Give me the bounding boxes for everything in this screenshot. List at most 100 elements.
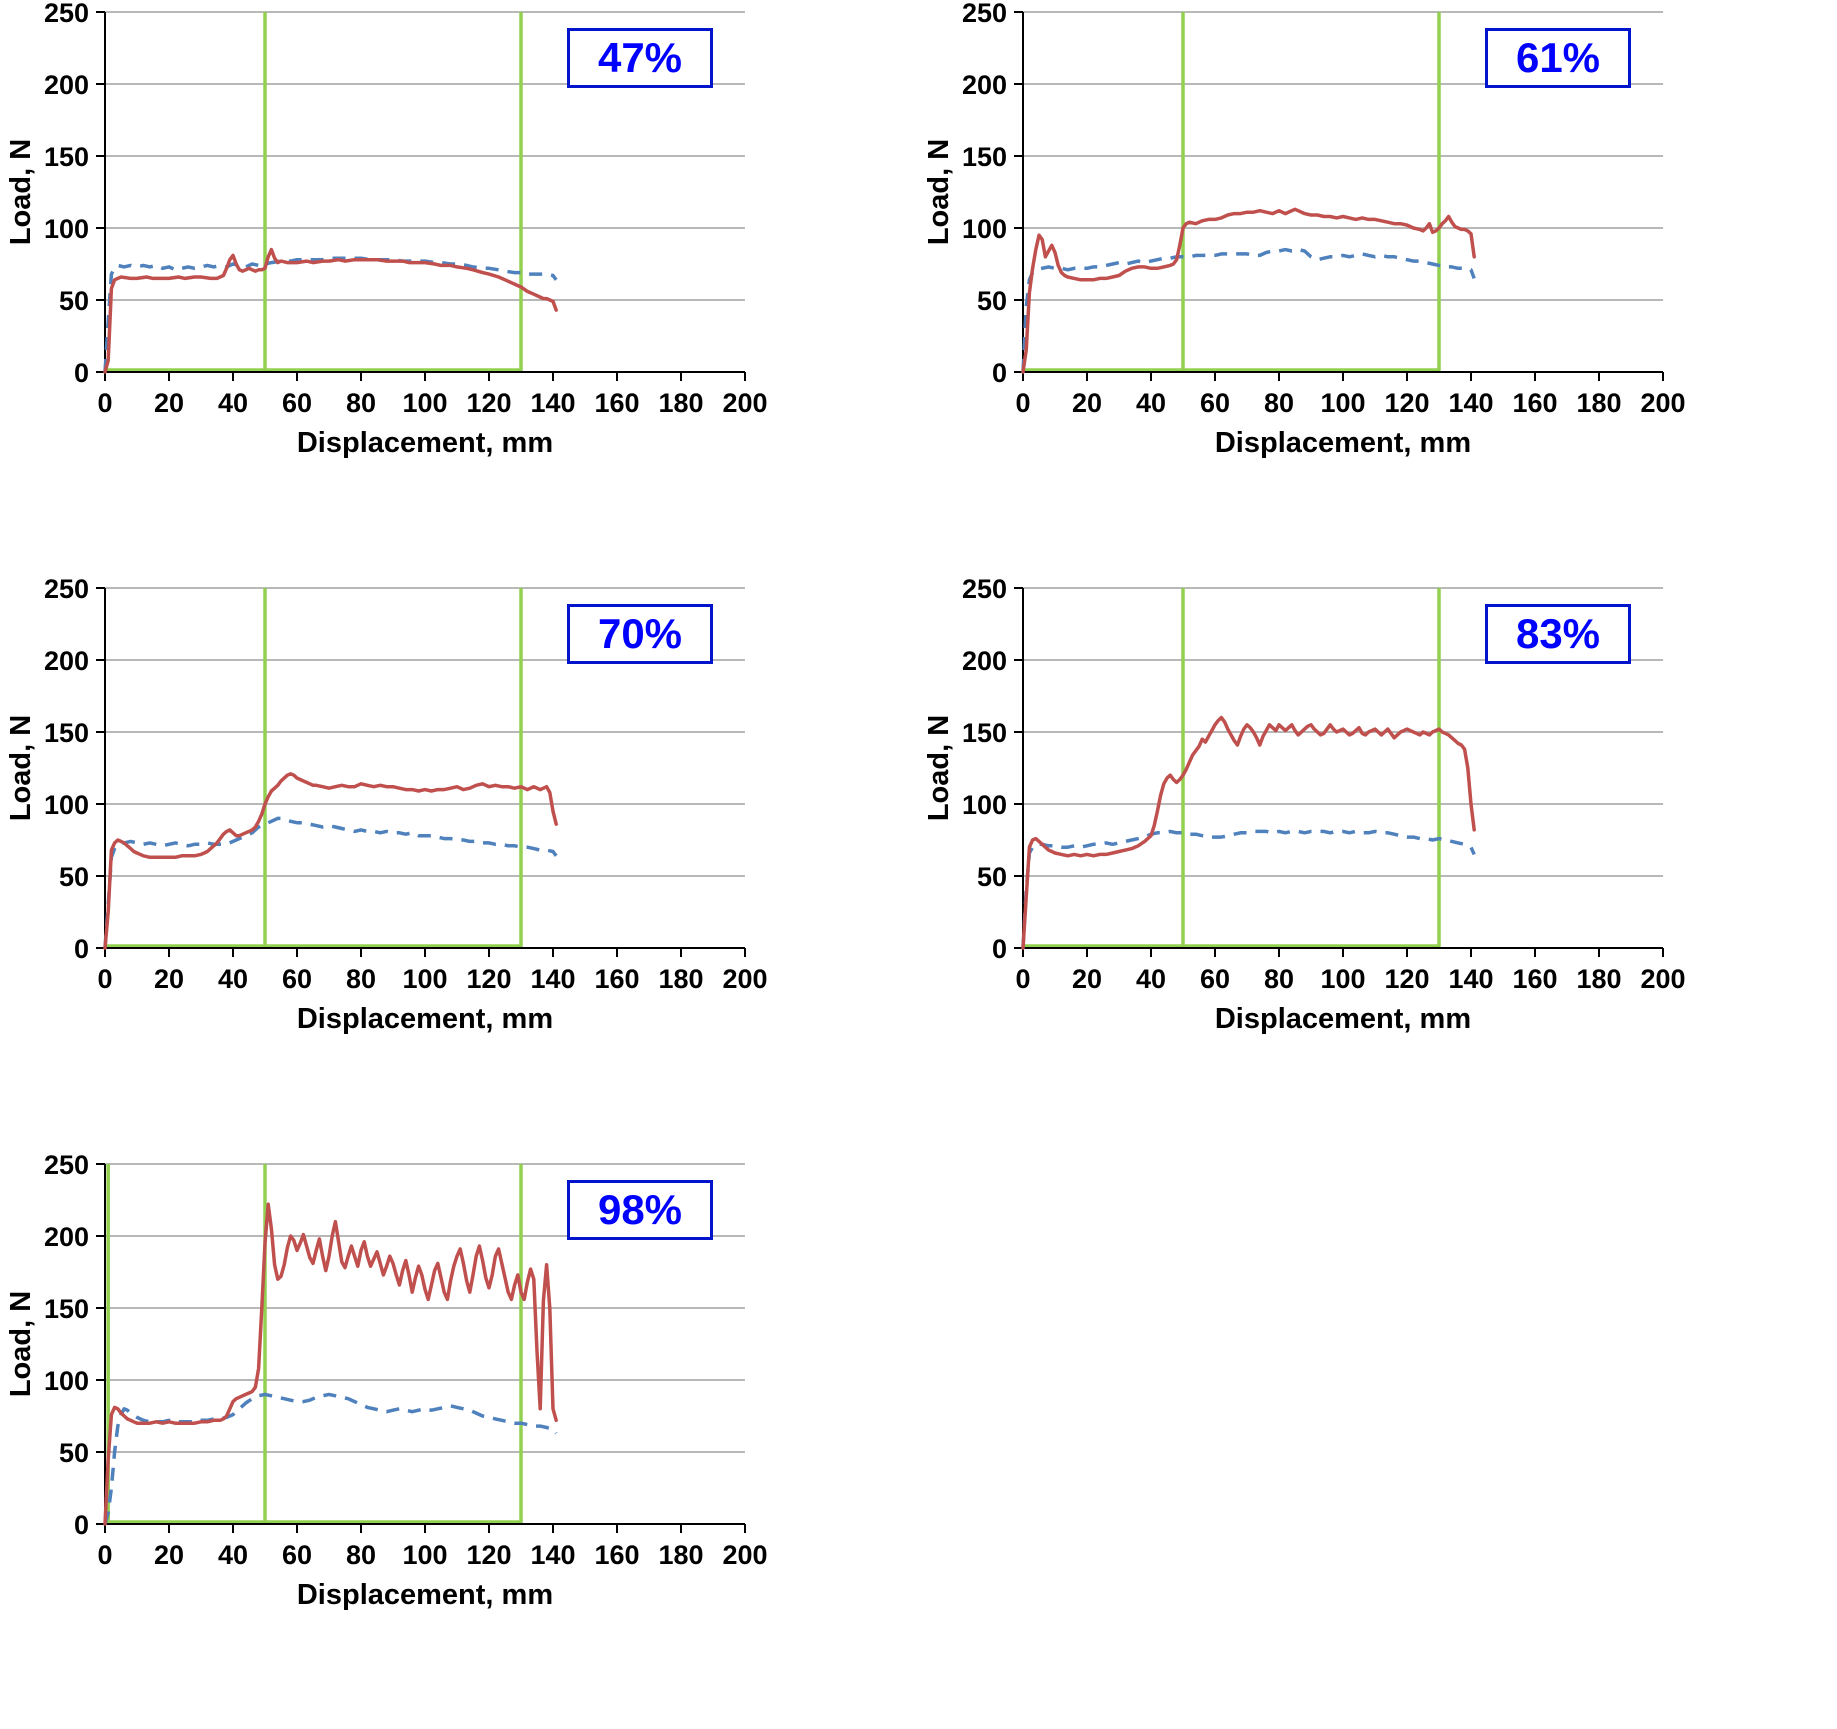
x-axis-title: Displacement, mm <box>297 1003 553 1035</box>
plot-area: 0 20 40 60 80 100 120 140 160 180 200 0 50 100 150 200 2… <box>962 576 1686 994</box>
x-axis-title: Displacement, mm <box>297 1579 553 1611</box>
svg-text:0: 0 <box>97 388 112 418</box>
svg-text:200: 200 <box>44 1222 89 1252</box>
svg-text:80: 80 <box>1264 388 1294 418</box>
svg-text:150: 150 <box>962 718 1007 748</box>
load-displacement-chart-98: 0 20 40 60 80 100 120 140 160 180 200 0 50 100 150 200 2… <box>5 1152 768 1611</box>
svg-text:120: 120 <box>1384 964 1429 994</box>
svg-text:60: 60 <box>1200 964 1230 994</box>
svg-text:140: 140 <box>530 388 575 418</box>
svg-text:0: 0 <box>992 934 1007 964</box>
svg-text:120: 120 <box>466 964 511 994</box>
svg-text:150: 150 <box>44 1294 89 1324</box>
svg-text:120: 120 <box>466 1540 511 1570</box>
svg-text:140: 140 <box>530 964 575 994</box>
svg-text:200: 200 <box>722 1540 767 1570</box>
svg-text:20: 20 <box>154 964 184 994</box>
percentage-annotation: 47% <box>567 28 713 88</box>
plot-area: 0 20 40 60 80 100 120 140 160 180 200 0 50 100 150 200 2… <box>44 576 768 994</box>
svg-text:50: 50 <box>59 1438 89 1468</box>
svg-text:60: 60 <box>282 388 312 418</box>
svg-text:80: 80 <box>346 388 376 418</box>
svg-text:0: 0 <box>74 1510 89 1540</box>
svg-text:100: 100 <box>1320 964 1365 994</box>
plot-area: 0 20 40 60 80 100 120 140 160 180 200 0 50 100 150 200 2… <box>962 0 1686 418</box>
y-axis-title: Load, N <box>923 715 955 821</box>
svg-text:50: 50 <box>59 862 89 892</box>
svg-text:40: 40 <box>1136 388 1166 418</box>
svg-text:80: 80 <box>346 964 376 994</box>
svg-text:180: 180 <box>658 964 703 994</box>
svg-text:0: 0 <box>74 934 89 964</box>
svg-text:50: 50 <box>977 862 1007 892</box>
svg-text:200: 200 <box>44 70 89 100</box>
percentage-annotation: 83% <box>1485 604 1631 664</box>
svg-text:20: 20 <box>154 388 184 418</box>
svg-text:40: 40 <box>1136 964 1166 994</box>
x-axis-title: Displacement, mm <box>1215 427 1471 459</box>
chart-panel-61: 0 20 40 60 80 100 120 140 160 180 200 0 50 100 150 200 2… <box>918 0 1836 576</box>
chart-panel-47: 0 20 40 60 80 100 120 140 160 180 200 0 50 100 150 200 2… <box>0 0 918 576</box>
svg-text:200: 200 <box>1640 388 1685 418</box>
y-axis-title: Load, N <box>5 715 37 821</box>
svg-text:100: 100 <box>962 214 1007 244</box>
svg-text:100: 100 <box>44 1366 89 1396</box>
svg-text:100: 100 <box>962 790 1007 820</box>
svg-text:60: 60 <box>1200 388 1230 418</box>
load-displacement-chart-47: 0 20 40 60 80 100 120 140 160 180 200 0 50 100 150 200 2… <box>5 0 768 459</box>
svg-text:200: 200 <box>962 70 1007 100</box>
svg-text:160: 160 <box>594 1540 639 1570</box>
svg-text:50: 50 <box>59 286 89 316</box>
percentage-annotation: 70% <box>567 604 713 664</box>
svg-text:140: 140 <box>1448 964 1493 994</box>
svg-text:40: 40 <box>218 1540 248 1570</box>
svg-text:120: 120 <box>1384 388 1429 418</box>
svg-text:250: 250 <box>44 576 89 604</box>
svg-text:140: 140 <box>530 1540 575 1570</box>
svg-text:100: 100 <box>402 388 447 418</box>
svg-text:0: 0 <box>97 1540 112 1570</box>
svg-text:80: 80 <box>1264 964 1294 994</box>
load-displacement-chart-61: 0 20 40 60 80 100 120 140 160 180 200 0 50 100 150 200 2… <box>923 0 1686 459</box>
chart-panel-70: 0 20 40 60 80 100 120 140 160 180 200 0 50 100 150 200 2… <box>0 576 918 1152</box>
svg-text:20: 20 <box>1072 964 1102 994</box>
svg-text:100: 100 <box>44 790 89 820</box>
y-axis-title: Load, N <box>923 139 955 245</box>
svg-text:250: 250 <box>44 1152 89 1180</box>
svg-text:250: 250 <box>44 0 89 28</box>
svg-text:250: 250 <box>962 0 1007 28</box>
chart-panel-83: 0 20 40 60 80 100 120 140 160 180 200 0 50 100 150 200 2… <box>918 576 1836 1152</box>
svg-text:20: 20 <box>154 1540 184 1570</box>
load-displacement-chart-83: 0 20 40 60 80 100 120 140 160 180 200 0 50 100 150 200 2… <box>923 576 1686 1035</box>
svg-text:250: 250 <box>962 576 1007 604</box>
svg-text:150: 150 <box>44 142 89 172</box>
x-axis-title: Displacement, mm <box>1215 1003 1471 1035</box>
plot-area: 0 20 40 60 80 100 120 140 160 180 200 0 50 100 150 200 2… <box>44 1152 768 1570</box>
svg-text:200: 200 <box>722 388 767 418</box>
svg-text:50: 50 <box>977 286 1007 316</box>
svg-text:100: 100 <box>44 214 89 244</box>
percentage-annotation: 61% <box>1485 28 1631 88</box>
svg-text:60: 60 <box>282 1540 312 1570</box>
percentage-annotation: 98% <box>567 1180 713 1240</box>
svg-text:160: 160 <box>594 964 639 994</box>
svg-text:0: 0 <box>1015 964 1030 994</box>
svg-text:160: 160 <box>594 388 639 418</box>
svg-text:0: 0 <box>74 358 89 388</box>
svg-text:100: 100 <box>1320 388 1365 418</box>
chart-panel-98: 0 20 40 60 80 100 120 140 160 180 200 0 50 100 150 200 2… <box>0 1152 918 1728</box>
svg-text:100: 100 <box>402 964 447 994</box>
svg-text:140: 140 <box>1448 388 1493 418</box>
svg-text:160: 160 <box>1512 964 1557 994</box>
svg-text:100: 100 <box>402 1540 447 1570</box>
svg-text:200: 200 <box>1640 964 1685 994</box>
load-displacement-chart-70: 0 20 40 60 80 100 120 140 160 180 200 0 50 100 150 200 2… <box>5 576 768 1035</box>
svg-text:200: 200 <box>962 646 1007 676</box>
svg-text:150: 150 <box>44 718 89 748</box>
svg-text:60: 60 <box>282 964 312 994</box>
x-axis-title: Displacement, mm <box>297 427 553 459</box>
svg-text:0: 0 <box>1015 388 1030 418</box>
svg-text:200: 200 <box>44 646 89 676</box>
svg-text:180: 180 <box>658 388 703 418</box>
